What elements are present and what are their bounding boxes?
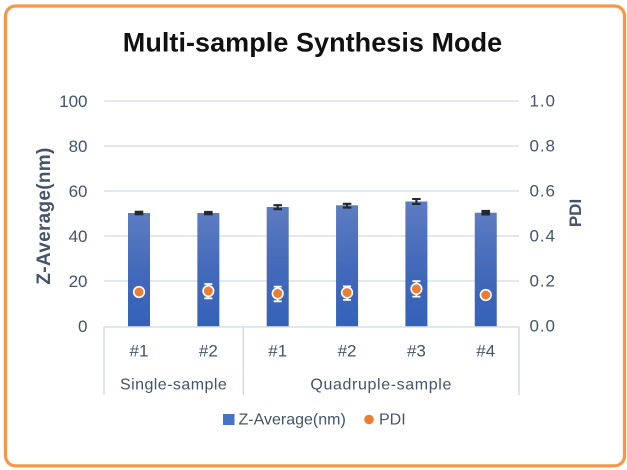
svg-text:PDI: PDI <box>379 412 406 429</box>
svg-text:0.2: 0.2 <box>530 272 556 291</box>
svg-text:#1: #1 <box>268 342 287 361</box>
svg-text:Single-sample: Single-sample <box>120 376 227 393</box>
svg-text:Quadruple-sample: Quadruple-sample <box>310 376 452 393</box>
svg-text:Multi-sample Synthesis Mode: Multi-sample Synthesis Mode <box>123 28 502 58</box>
svg-text:80: 80 <box>69 137 88 156</box>
svg-text:#1: #1 <box>130 342 149 361</box>
svg-text:#3: #3 <box>407 342 426 361</box>
svg-text:0.4: 0.4 <box>530 227 556 246</box>
svg-text:40: 40 <box>69 227 88 246</box>
svg-text:Z-Average(nm): Z-Average(nm) <box>239 412 346 429</box>
svg-text:20: 20 <box>69 272 88 291</box>
svg-text:Z-Average(nm): Z-Average(nm) <box>34 147 55 284</box>
svg-text:#4: #4 <box>476 342 495 361</box>
svg-text:60: 60 <box>69 182 88 201</box>
svg-text:1.0: 1.0 <box>530 92 556 111</box>
svg-text:#2: #2 <box>199 342 218 361</box>
svg-text:0: 0 <box>78 317 87 336</box>
svg-text:0.0: 0.0 <box>530 317 556 336</box>
svg-text:PDI: PDI <box>566 199 585 227</box>
svg-text:100: 100 <box>59 92 87 111</box>
svg-text:#2: #2 <box>338 342 357 361</box>
svg-text:0.8: 0.8 <box>530 137 556 156</box>
svg-text:0.6: 0.6 <box>530 182 556 201</box>
